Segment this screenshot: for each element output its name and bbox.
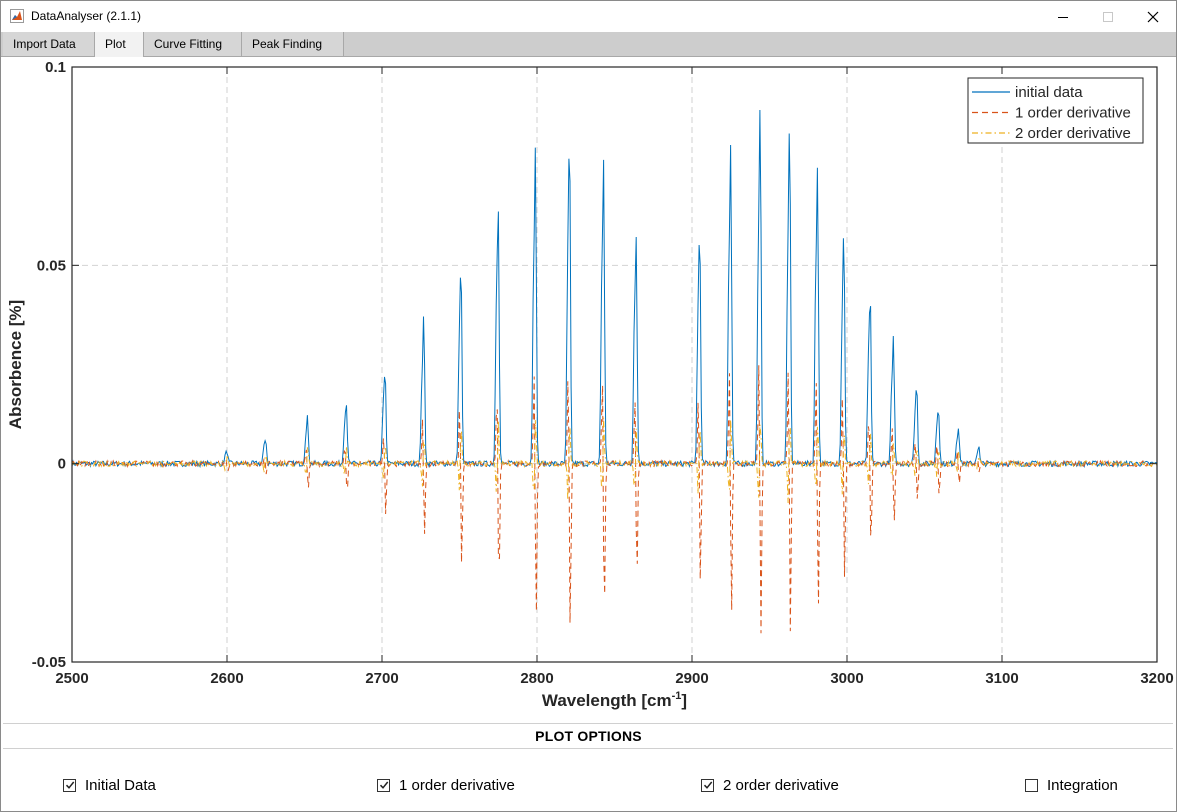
window-title: DataAnalyser (2.1.1) (31, 9, 142, 23)
x-tick-label: 2900 (675, 670, 708, 687)
plot-options-panel: PLOT OPTIONS Initial Data 1 order deriva… (1, 723, 1176, 811)
x-tick-label: 2500 (55, 670, 88, 687)
checkbox-label: 1 order derivative (399, 776, 515, 794)
y-axis-label: Absorbence [%] (6, 300, 25, 429)
plot-options-title: PLOT OPTIONS (535, 728, 642, 744)
checkbox-label: Integration (1047, 776, 1118, 794)
close-icon (1147, 11, 1158, 22)
tab-curve-fitting[interactable]: Curve Fitting (144, 32, 242, 56)
spectrum-chart[interactable]: 2500 2600 2700 2800 2900 3000 3100 3200 -0.05 0 0.… (1, 57, 1176, 723)
legend-initial-data-label: initial data (1015, 84, 1083, 101)
series-first-derivative (72, 365, 1157, 634)
y-tick-label: 0.05 (37, 257, 66, 274)
first-derivative-checkbox[interactable]: 1 order derivative (377, 776, 515, 794)
x-tick-label: 2800 (520, 670, 553, 687)
checkmark-icon (379, 781, 388, 789)
checkbox-label: 2 order derivative (723, 776, 839, 794)
x-axis-label-text: Wavelength [cm (542, 691, 672, 710)
legend-second-derivative-label: 2 order derivative (1015, 125, 1131, 142)
series-second-derivative (72, 417, 1157, 504)
plot-panel: 2500 2600 2700 2800 2900 3000 3100 3200 -0.05 0 0.… (1, 57, 1176, 723)
divider (3, 748, 1173, 749)
checkbox-label: Initial Data (85, 776, 156, 794)
x-tick-label: 3200 (1140, 670, 1173, 687)
matlab-icon (10, 9, 24, 23)
checkmark-icon (703, 781, 712, 789)
plot-area (72, 67, 1157, 662)
tab-bar: Import Data Plot Curve Fitting Peak Find… (1, 32, 1176, 57)
checkbox-box[interactable] (1025, 778, 1038, 792)
maximize-button[interactable] (1085, 1, 1130, 32)
x-tick-label: 2700 (365, 670, 398, 687)
legend-first-derivative-label: 1 order derivative (1015, 105, 1131, 122)
minimize-button[interactable] (1040, 1, 1085, 32)
y-tick-label: 0.1 (45, 59, 66, 76)
integration-checkbox[interactable]: Integration (1025, 776, 1118, 794)
close-button[interactable] (1130, 1, 1175, 32)
x-axis-label: Wavelength [cm-1] (542, 690, 687, 710)
checkbox-box[interactable] (701, 778, 714, 792)
legend (967, 77, 1144, 144)
divider (3, 723, 1173, 724)
initial-data-checkbox[interactable]: Initial Data (63, 776, 156, 794)
x-tick-label: 3000 (830, 670, 863, 687)
x-axis-label-tail: ] (681, 691, 687, 710)
tab-peak-finding[interactable]: Peak Finding (242, 32, 344, 56)
axes-frame (71, 66, 1158, 663)
x-tick-label: 2600 (210, 670, 243, 687)
checkmark-icon (65, 781, 74, 789)
minimize-icon (1057, 16, 1068, 18)
tab-import-data[interactable]: Import Data (3, 32, 95, 56)
checkbox-box[interactable] (377, 778, 390, 792)
title-bar[interactable]: DataAnalyser (2.1.1) (1, 1, 1176, 32)
x-tick-label: 3100 (985, 670, 1018, 687)
x-axis-label-superscript: -1 (672, 690, 682, 702)
second-derivative-checkbox[interactable]: 2 order derivative (701, 776, 839, 794)
tab-plot[interactable]: Plot (95, 32, 144, 57)
y-tick-label: -0.05 (32, 654, 66, 671)
checkbox-box[interactable] (63, 778, 76, 792)
y-tick-label: 0 (58, 456, 66, 473)
maximize-icon (1102, 11, 1113, 22)
